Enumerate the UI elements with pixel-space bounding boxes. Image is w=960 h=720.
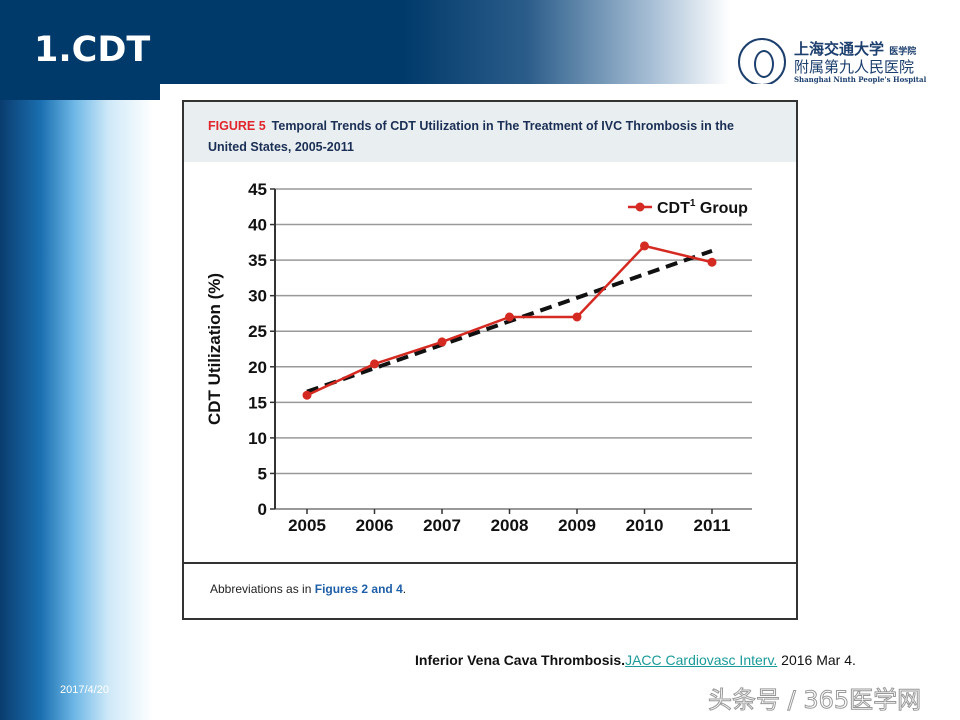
- x-tick-label: 2007: [423, 516, 461, 535]
- x-tick-label: 2009: [558, 516, 596, 535]
- data-point: [302, 390, 312, 400]
- y-tick-label: 10: [248, 429, 267, 448]
- y-tick-label: 15: [248, 393, 267, 412]
- slide-date: 2017/4/20: [60, 684, 109, 696]
- footnote-text: Abbreviations as in: [210, 582, 315, 596]
- y-tick-label: 5: [258, 464, 267, 483]
- legend-marker: [635, 202, 645, 212]
- line-chart: 0 5 10 15 20 25 30 35 40 45 2005 2006 2007 2008 2009 20…: [205, 180, 752, 535]
- data-point: [640, 241, 649, 251]
- y-tick-label: 0: [258, 500, 267, 519]
- data-point: [572, 312, 582, 322]
- figure-frame: FIGURE 5 Temporal Trends of CDT Utilizati…: [182, 100, 798, 620]
- data-point: [437, 337, 447, 347]
- y-tick-label: 35: [248, 251, 267, 270]
- logo-line3: Shanghai Ninth People's Hospital: [794, 75, 927, 84]
- divider: [184, 562, 796, 564]
- logo-line1-small: 医学院: [889, 47, 917, 57]
- logo-line1: 上海交通大学: [794, 40, 885, 58]
- x-tick-label: 2006: [356, 516, 394, 535]
- seal-icon: [738, 38, 786, 86]
- footnote-end: .: [402, 582, 407, 596]
- y-tick-label: 30: [248, 287, 267, 306]
- logo-line2: 附属第九人民医院: [794, 58, 915, 76]
- y-axis-label: CDT Utilization (%): [205, 273, 224, 425]
- citation: Inferior Vena Cava Thrombosis.JACC Cardi…: [415, 652, 856, 668]
- x-tick-label: 2005: [288, 516, 326, 535]
- y-tick-label: 20: [248, 358, 267, 377]
- figure-label: FIGURE 5: [208, 119, 266, 133]
- figure-image: FIGURE 5 Temporal Trends of CDT Utilizati…: [160, 84, 800, 628]
- x-tick-label: 2011: [694, 516, 731, 535]
- data-point: [505, 312, 514, 322]
- watermark: 头条号 / 365医学网: [707, 686, 922, 715]
- footnote-link[interactable]: Figures 2 and 4: [314, 582, 403, 596]
- figure-caption: FIGURE 5 Temporal Trends of CDT Utilizati…: [184, 102, 796, 162]
- legend-label: CDT1 Group: [657, 198, 748, 217]
- y-tick-label: 45: [248, 180, 267, 199]
- figure-footnote: Abbreviations as in Figures 2 and 4.: [210, 582, 406, 596]
- y-tick-label: 40: [248, 216, 267, 235]
- citation-title: Inferior Vena Cava Thrombosis.: [415, 652, 626, 668]
- data-point: [707, 257, 717, 267]
- y-tick-label: 25: [248, 322, 267, 341]
- data-point: [370, 359, 379, 369]
- citation-date: 2016 Mar 4.: [777, 652, 856, 668]
- x-tick-label: 2010: [626, 516, 664, 535]
- x-tick-label: 2008: [491, 516, 529, 535]
- slide-title: 1.CDT: [34, 30, 151, 70]
- figure-caption-text: Temporal Trends of CDT Utilization in Th…: [208, 119, 734, 154]
- hospital-logo: 上海交通大学 医学院 附属第九人民医院 Shanghai Ninth Peopl…: [738, 38, 926, 90]
- journal-link[interactable]: JACC Cardiovasc Interv.: [625, 652, 778, 668]
